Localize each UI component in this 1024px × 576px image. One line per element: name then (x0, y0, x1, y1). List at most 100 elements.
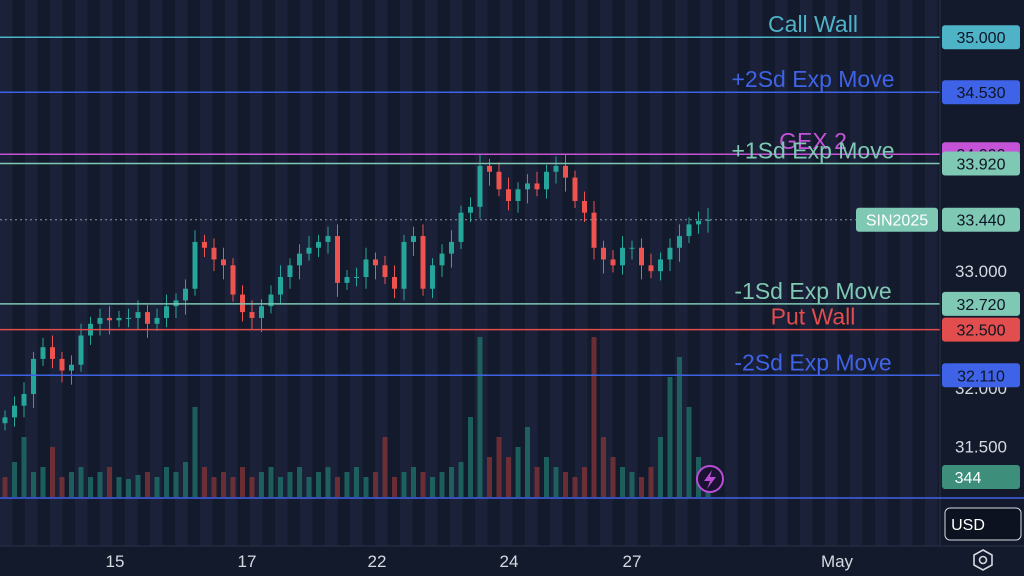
volume-bar (107, 467, 112, 497)
session-band (300, 0, 313, 546)
volume-bar (116, 477, 122, 497)
y-tick-label: 31.500 (955, 438, 1007, 457)
candle-body (582, 200, 587, 213)
volume-bar (373, 472, 378, 497)
volume-bar (525, 427, 530, 497)
volume-bar (297, 467, 302, 497)
session-band (650, 0, 663, 546)
candle-body (373, 259, 378, 266)
volume-bar (354, 467, 359, 497)
session-band (525, 0, 538, 546)
candle-body (439, 253, 445, 266)
volume-label: 344 (955, 470, 982, 487)
volume-bar (97, 472, 103, 497)
x-tick-label: 17 (238, 552, 257, 571)
volume-bar (135, 475, 141, 497)
x-tick-label: 24 (500, 552, 519, 571)
candle-body (335, 236, 340, 283)
volume-bar (563, 472, 568, 497)
session-band (900, 0, 913, 546)
candle-body (553, 165, 559, 172)
level-tag (942, 363, 1020, 388)
candle-body (705, 219, 711, 221)
session-band (125, 0, 138, 546)
volume-bar (202, 467, 207, 497)
candle-body (354, 277, 359, 279)
volume-bar (629, 472, 635, 497)
x-tick-label: May (821, 552, 854, 571)
level-label: GEX 2 (779, 128, 847, 154)
session-band (850, 0, 863, 546)
session-band (800, 0, 813, 546)
candle-body (145, 312, 150, 324)
volume-bar (221, 472, 226, 497)
session-band (550, 0, 563, 546)
candle-body (40, 347, 46, 359)
level-tag-value: 32.500 (957, 323, 1006, 340)
candle-body (50, 347, 55, 359)
volume-bar (420, 472, 426, 497)
settings-hex-icon[interactable] (973, 549, 993, 571)
volume-bar (439, 472, 445, 497)
lightning-icon[interactable] (696, 465, 724, 493)
volume-bar (686, 407, 692, 497)
volume-bar (230, 477, 236, 497)
volume-bar (287, 472, 293, 497)
session-band (75, 0, 88, 546)
session-band (775, 0, 788, 546)
candle-body (506, 189, 511, 201)
volume-bar (240, 467, 245, 497)
volume-bar (601, 437, 606, 497)
session-band (500, 0, 513, 546)
level-label: -2Sd Exp Move (734, 349, 891, 375)
volume-bar (88, 477, 93, 497)
volume-bar (12, 462, 17, 497)
volume-bar (639, 477, 644, 497)
volume-bar (487, 457, 492, 497)
candle-body (420, 236, 426, 289)
volume-bar (667, 377, 673, 497)
level-label: Call Wall (768, 11, 858, 37)
candle-body (639, 247, 644, 266)
candle-body (249, 312, 255, 318)
candle-body (401, 241, 407, 289)
x-tick-label: 27 (623, 552, 642, 571)
session-band (100, 0, 113, 546)
level-tag (942, 80, 1020, 105)
candle-body (534, 183, 540, 190)
volume-bar (449, 467, 454, 497)
volume-bar (430, 477, 435, 497)
level-tag (942, 25, 1020, 50)
candle-body (278, 277, 283, 295)
candle-body (468, 206, 473, 213)
session-band (375, 0, 388, 546)
candle-body (591, 212, 597, 248)
volume-bar (259, 472, 264, 497)
session-band (750, 0, 763, 546)
session-band (600, 0, 613, 546)
candle-body (544, 171, 549, 190)
candle-body (297, 253, 302, 266)
session-band (725, 0, 738, 546)
level-tag-value: 32.720 (957, 297, 1006, 314)
volume-bar (2, 477, 8, 497)
candle-body (21, 393, 27, 406)
last-price-tag: 33.440 (942, 207, 1020, 232)
time-axis[interactable] (0, 546, 940, 576)
session-band (875, 0, 888, 546)
candle-body (629, 247, 635, 249)
level-labels: Call Wall +2Sd Exp Move GEX 2+1Sd Exp Move… (731, 11, 894, 375)
candle-body (202, 241, 207, 248)
level-tag-value: 35.000 (957, 30, 1006, 47)
session-band (50, 0, 63, 546)
volume-bar (306, 477, 312, 497)
level-tag (942, 317, 1020, 342)
x-tick-label: 22 (368, 552, 387, 571)
currency-button[interactable]: USD (944, 507, 1022, 541)
session-band (575, 0, 588, 546)
candle-body (601, 247, 606, 260)
candles (2, 154, 711, 431)
candle-body (430, 265, 435, 289)
candle-body (610, 259, 616, 266)
